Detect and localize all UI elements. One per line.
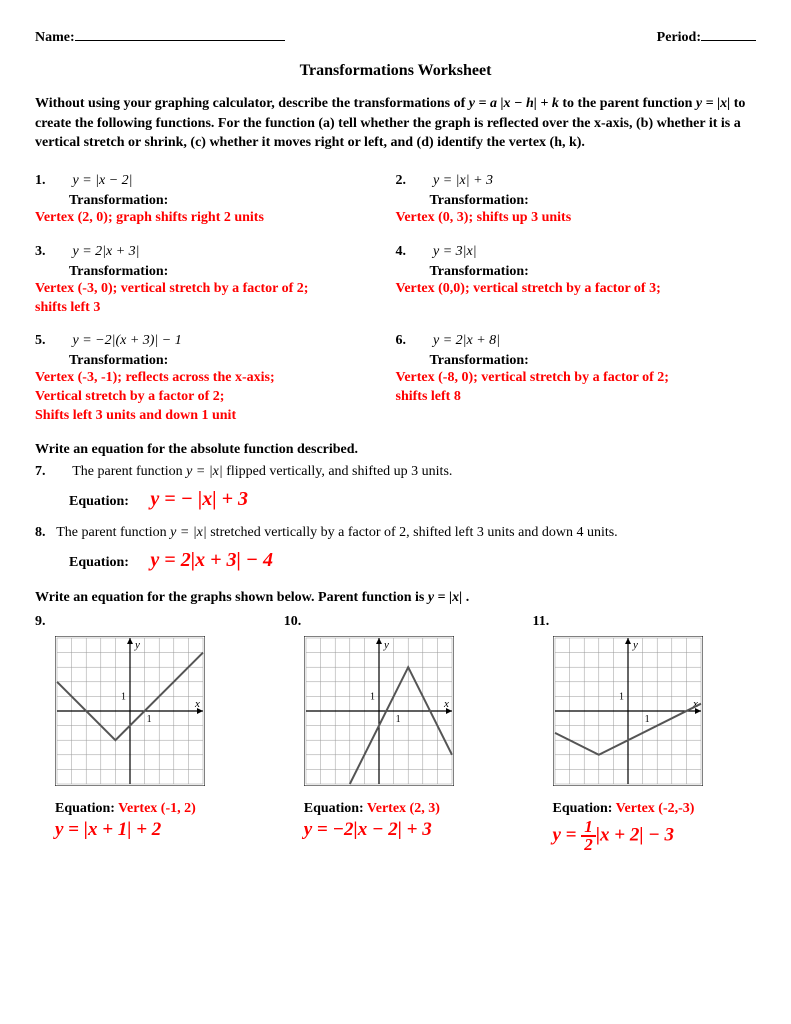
q6-trans-label: Transformation: (430, 353, 749, 369)
name-label: Name: (35, 30, 75, 45)
q5-trans-label: Transformation: (69, 353, 388, 369)
svg-text:y: y (632, 639, 638, 651)
question-7: 7. The parent function y = |x| flipped v… (35, 464, 756, 511)
q3-trans-label: Transformation: (69, 264, 388, 280)
q1-number: 1. (35, 173, 69, 189)
q7-number: 7. (35, 464, 69, 480)
q4-trans-label: Transformation: (430, 264, 749, 280)
svg-text:1: 1 (644, 714, 649, 725)
q2-trans-label: Transformation: (430, 193, 749, 209)
q10-graph: 1 1 x y (304, 636, 508, 791)
q3-answer: Vertex (-3, 0); vertical stretch by a fa… (35, 280, 388, 318)
q10-answer: y = −2|x − 2| + 3 (304, 819, 508, 841)
section-2-heading: Write an equation for the absolute funct… (35, 442, 756, 458)
q1-trans-label: Transformation: (69, 193, 388, 209)
q8-number: 8. (35, 525, 53, 541)
svg-text:x: x (443, 698, 449, 710)
q6-number: 6. (396, 333, 430, 349)
q9-eq-label: Equation: Vertex (-1, 2) (55, 801, 259, 817)
svg-text:y: y (134, 639, 140, 651)
question-8: 8. The parent function y = |x| stretched… (35, 525, 756, 572)
q7-eq-label: Equation: (69, 494, 129, 510)
q8-answer: y = 2|x + 3| − 4 (150, 549, 273, 571)
svg-text:x: x (194, 698, 200, 710)
svg-text:y: y (383, 639, 389, 651)
q5-equation: y = −2|(x + 3)| − 1 (73, 333, 182, 348)
q2-answer: Vertex (0, 3); shifts up 3 units (396, 209, 749, 228)
question-11: 11. 11xy Equation: Vertex (-2,-3) y = 12… (533, 614, 757, 853)
q4-equation: y = 3|x| (433, 244, 477, 259)
instructions: Without using your graphing calculator, … (35, 94, 756, 153)
q5-answer: Vertex (-3, -1); reflects across the x-a… (35, 369, 388, 426)
question-9: 9. 1 1 x y Equation: Vertex (-1, 2) y = |x … (35, 614, 259, 853)
svg-text:1: 1 (147, 714, 152, 725)
q8-eq-label: Equation: (69, 555, 129, 571)
worksheet-header: Name: Period: (35, 30, 756, 46)
question-3: 3. y = 2|x + 3| Transformation: Vertex (… (35, 244, 396, 318)
svg-text:1: 1 (619, 692, 624, 703)
q5-number: 5. (35, 333, 69, 349)
worksheet-title: Transformations Worksheet (35, 62, 756, 80)
q2-number: 2. (396, 173, 430, 189)
period-field[interactable]: Period: (657, 30, 756, 46)
q3-equation: y = 2|x + 3| (73, 244, 140, 259)
q10-eq-label: Equation: Vertex (2, 3) (304, 801, 508, 817)
q2-equation: y = |x| + 3 (433, 173, 493, 188)
q11-answer: y = 12|x + 2| − 3 (553, 819, 757, 853)
q1-equation: y = |x − 2| (73, 173, 133, 188)
name-field[interactable]: Name: (35, 30, 285, 46)
q6-answer: Vertex (-8, 0); vertical stretch by a fa… (396, 369, 749, 407)
q7-answer: y = − |x| + 3 (150, 488, 248, 510)
q11-number: 11. (533, 614, 757, 630)
q10-number: 10. (284, 614, 508, 630)
q1-answer: Vertex (2, 0); graph shifts right 2 unit… (35, 209, 388, 228)
section-3-heading: Write an equation for the graphs shown b… (35, 590, 756, 606)
q9-graph: 1 1 x y (55, 636, 259, 791)
svg-text:1: 1 (370, 692, 375, 703)
q6-equation: y = 2|x + 8| (433, 333, 500, 348)
question-10: 10. 1 1 x y Equation: Vertex (2, 3) y = −2|… (284, 614, 508, 853)
q11-graph: 11xy (553, 636, 757, 791)
question-5: 5. y = −2|(x + 3)| − 1 Transformation: V… (35, 333, 396, 426)
question-6: 6. y = 2|x + 8| Transformation: Vertex (… (396, 333, 757, 426)
q3-number: 3. (35, 244, 69, 260)
svg-text:1: 1 (121, 692, 126, 703)
question-4: 4. y = 3|x| Transformation: Vertex (0,0)… (396, 244, 757, 318)
q4-number: 4. (396, 244, 430, 260)
q4-answer: Vertex (0,0); vertical stretch by a fact… (396, 280, 749, 299)
q9-number: 9. (35, 614, 259, 630)
svg-text:1: 1 (395, 714, 400, 725)
question-2: 2. y = |x| + 3 Transformation: Vertex (0… (396, 173, 757, 228)
question-1: 1. y = |x − 2| Transformation: Vertex (2… (35, 173, 396, 228)
period-label: Period: (657, 30, 701, 45)
q9-answer: y = |x + 1| + 2 (55, 819, 259, 841)
q11-eq-label: Equation: Vertex (-2,-3) (553, 801, 757, 817)
